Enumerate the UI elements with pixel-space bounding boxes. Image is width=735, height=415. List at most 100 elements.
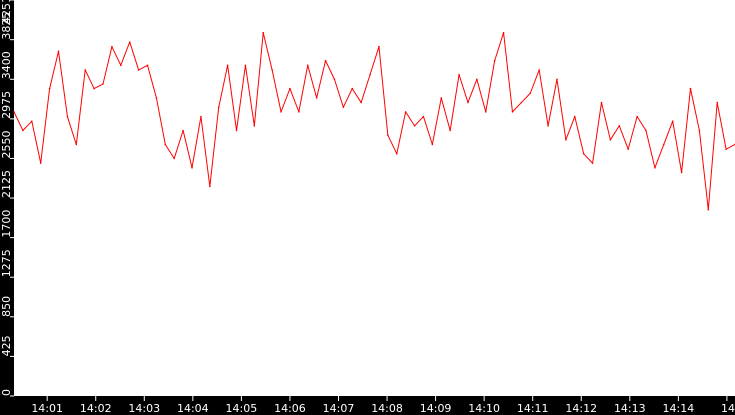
data-point <box>244 64 247 67</box>
data-point <box>111 45 113 48</box>
data-point <box>645 129 647 132</box>
data-point <box>289 87 291 90</box>
x-tick-label: 14:08 <box>371 402 403 415</box>
y-tick-label: 2125 <box>0 170 13 198</box>
x-tick-label: 14:03 <box>128 402 160 415</box>
data-point <box>146 64 149 67</box>
plot-area <box>14 0 735 396</box>
data-point <box>618 125 621 127</box>
x-axis: 14:01 14:02 14:03 14:04 14:05 14:06 14:07 14:08… <box>31 396 735 415</box>
x-tick-label: 14:11 <box>517 402 549 415</box>
x-tick-label: 14:01 <box>31 402 63 415</box>
data-point <box>556 78 558 81</box>
data-point <box>627 148 629 150</box>
data-point <box>324 59 327 62</box>
data-point <box>342 106 345 109</box>
data-point <box>102 83 104 85</box>
data-point <box>39 162 42 164</box>
data-point <box>547 125 549 127</box>
data-point <box>520 101 523 104</box>
data-point <box>395 153 398 155</box>
x-tick-label: 14:06 <box>274 402 306 415</box>
data-point <box>217 106 220 109</box>
x-tick-label: 14:04 <box>177 402 209 415</box>
y-tick-label: 1700 <box>0 210 13 238</box>
data-point <box>191 166 193 169</box>
data-point <box>66 115 69 118</box>
data-point <box>128 41 131 43</box>
data-point <box>235 129 238 132</box>
data-point <box>22 129 24 132</box>
data-point <box>404 111 407 113</box>
x-tick-label: 14:05 <box>226 402 258 415</box>
data-point <box>449 129 451 132</box>
data-point <box>351 87 354 90</box>
y-tick-label: 0 <box>0 389 13 396</box>
data-point <box>333 78 336 81</box>
data-point <box>529 92 532 95</box>
data-point <box>511 111 514 113</box>
y-tick-label: 3825 <box>0 12 13 40</box>
x-tick-label: 14:14 <box>663 402 695 415</box>
x-tick-label: 14:02 <box>80 402 112 415</box>
data-point <box>369 73 371 76</box>
data-point <box>467 101 469 104</box>
data-point <box>716 101 718 104</box>
data-point <box>671 120 674 122</box>
data-point <box>413 125 416 127</box>
data-point <box>173 157 176 160</box>
data-point <box>573 115 576 118</box>
y-tick-label: 850 <box>0 296 13 317</box>
data-point <box>636 115 638 118</box>
data-point <box>57 50 60 53</box>
x-tick-label: 14:09 <box>420 402 452 415</box>
data-point <box>689 87 692 90</box>
data-point <box>120 64 122 67</box>
data-point <box>48 87 51 90</box>
data-point <box>476 78 478 81</box>
data-point <box>431 143 434 146</box>
data-point <box>600 101 603 104</box>
data-point <box>422 115 425 118</box>
data-point <box>662 143 665 146</box>
data-point <box>654 166 656 169</box>
data-point <box>458 73 460 76</box>
data-point <box>280 111 282 113</box>
data-point <box>75 143 78 146</box>
data-point <box>200 115 202 118</box>
data-point <box>253 125 256 127</box>
data-point <box>387 134 389 136</box>
data-point <box>538 69 540 71</box>
x-tick-label: 14 <box>721 402 735 415</box>
series-line <box>13 32 735 211</box>
data-point <box>155 97 158 99</box>
x-tick-label: 14:10 <box>468 402 500 415</box>
x-tick-label: 14:13 <box>614 402 646 415</box>
y-tick-label: 2550 <box>0 130 13 158</box>
x-tick-label: 14:12 <box>565 402 597 415</box>
y-tick-label: 2975 <box>0 91 13 119</box>
data-point <box>84 69 87 71</box>
data-point <box>378 45 380 48</box>
data-point <box>680 171 683 174</box>
data-point <box>591 162 594 164</box>
y-tick-label: 425 <box>0 335 13 356</box>
data-point <box>609 139 612 141</box>
data-point <box>164 143 167 146</box>
data-point <box>182 129 184 132</box>
data-point <box>707 208 710 211</box>
y-tick-label: 4251 <box>0 0 13 24</box>
y-tick-label: 3400 <box>0 51 13 79</box>
series-layer <box>13 31 735 211</box>
data-point <box>725 148 727 150</box>
data-point <box>565 139 567 141</box>
data-point <box>262 31 265 34</box>
data-point <box>315 97 318 99</box>
data-point <box>298 111 300 113</box>
data-point <box>31 120 33 122</box>
data-point <box>493 59 496 62</box>
data-point <box>360 101 362 104</box>
data-point <box>271 69 273 71</box>
